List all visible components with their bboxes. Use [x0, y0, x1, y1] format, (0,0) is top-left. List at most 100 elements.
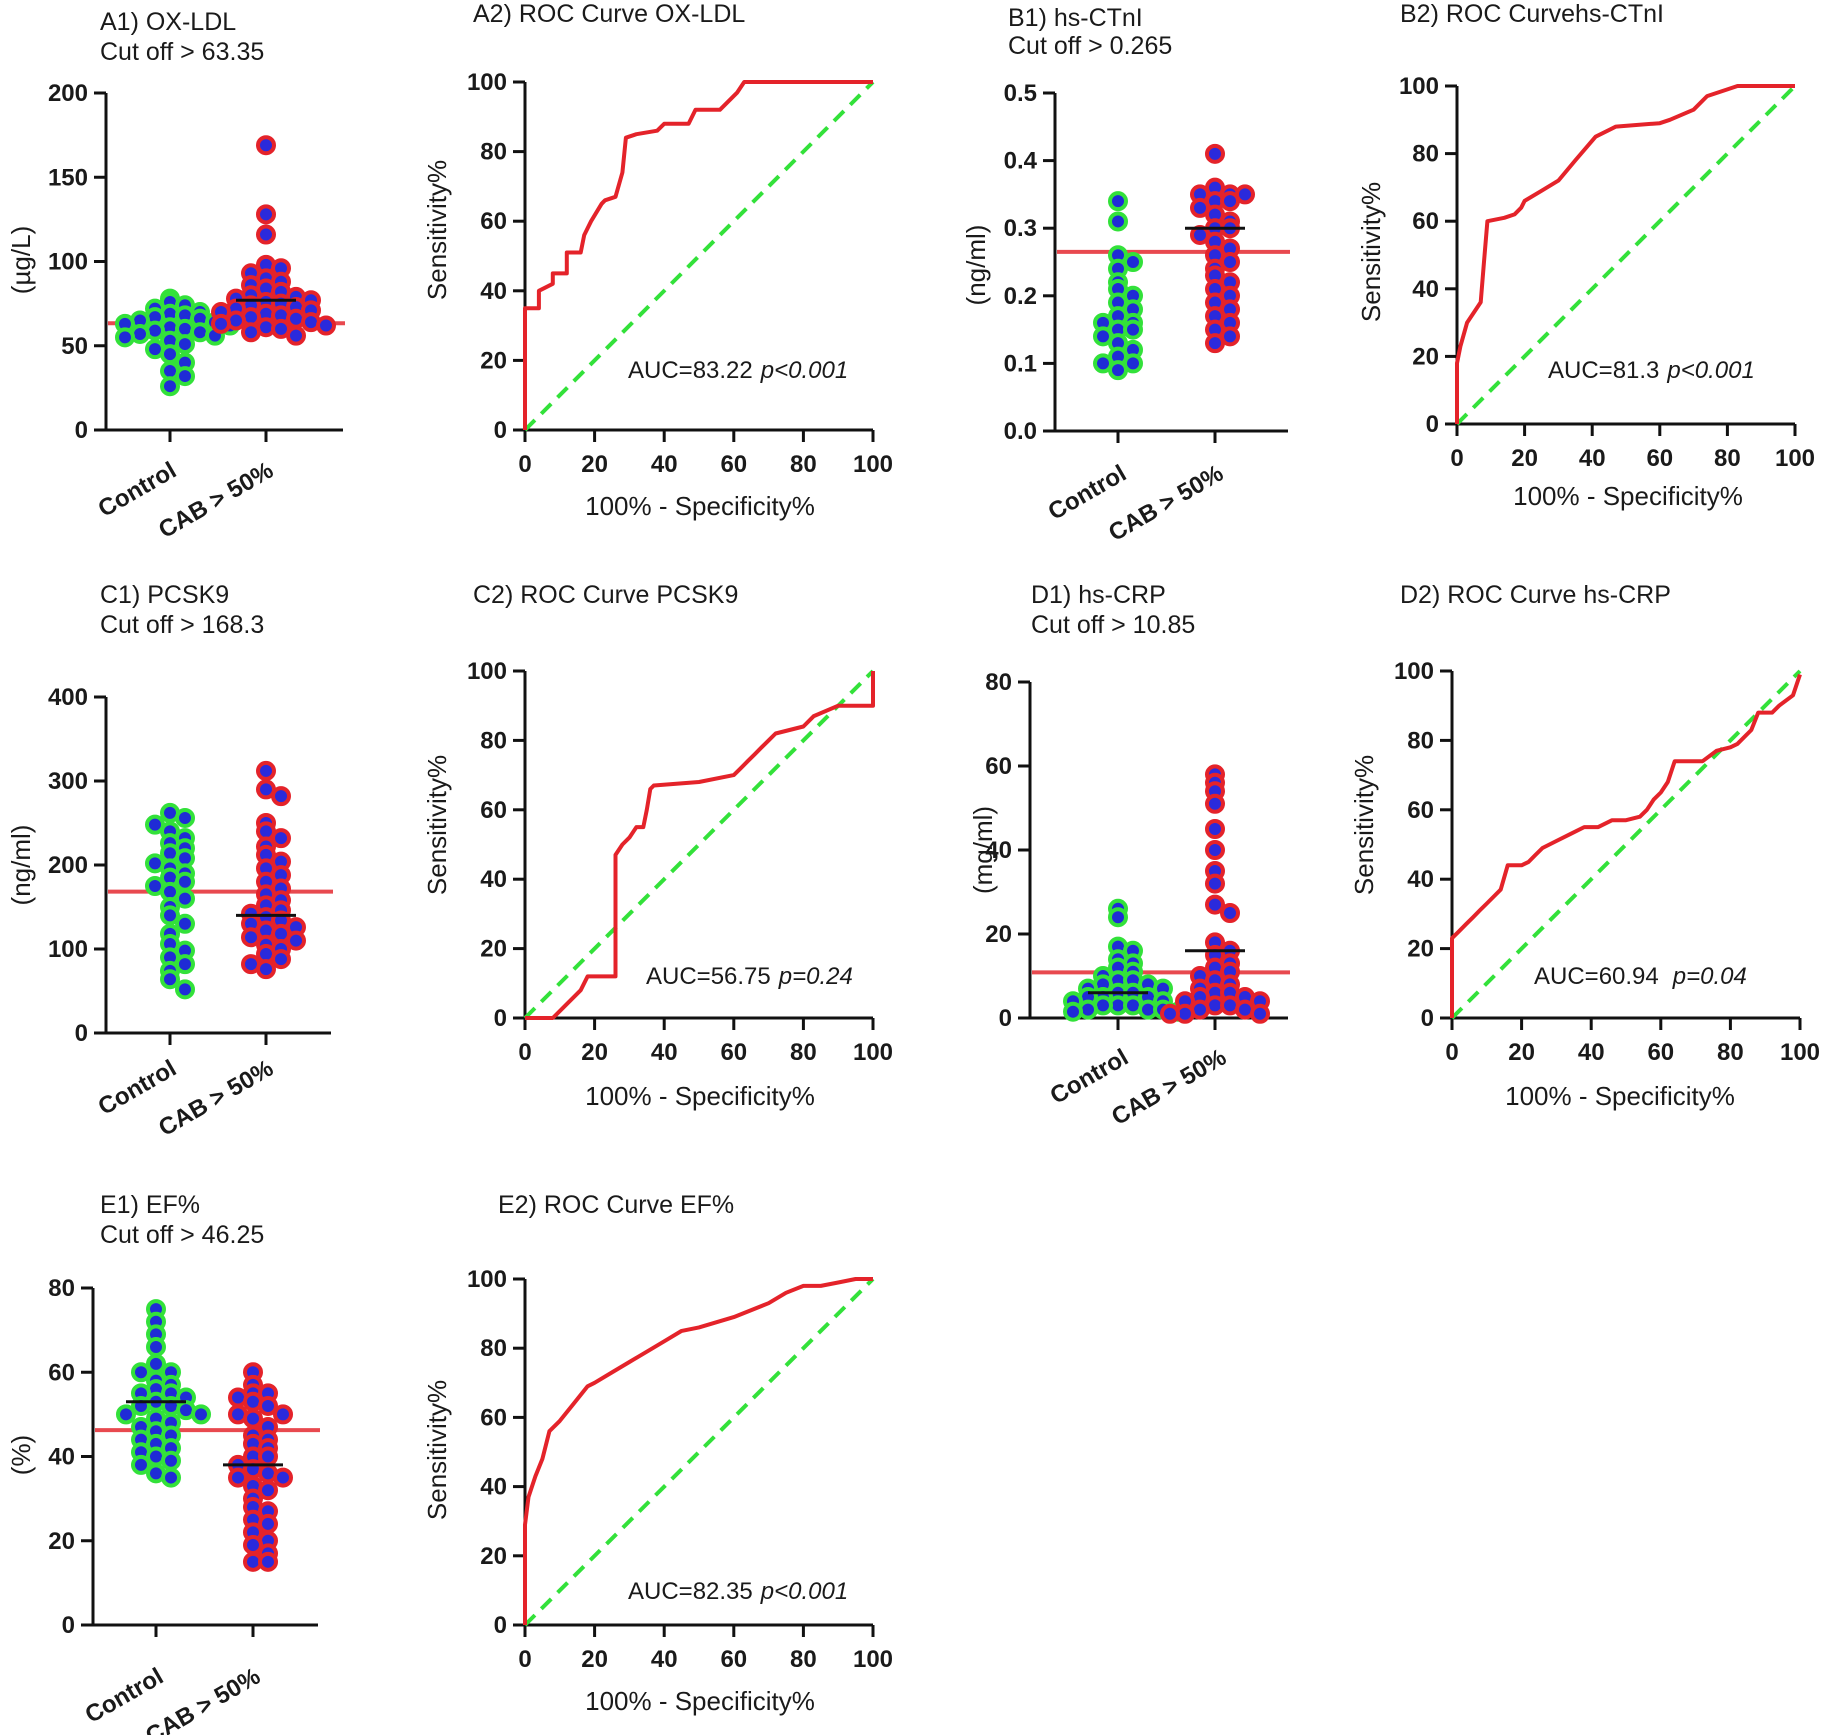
x-axis-label: 100% - Specificity%	[1505, 1081, 1735, 1111]
panel-d2: D2) ROC Curve hs-CRP Sensitivity% 100% -…	[1349, 581, 1820, 1111]
x-tick-label: 100	[853, 1646, 893, 1673]
y-axis-label: (µg/L)	[6, 226, 36, 294]
data-point	[175, 366, 195, 387]
y-tick-label: 20	[1407, 936, 1434, 963]
panel-a2: A2) ROC Curve OX-LDL Sensitivity% 100% -…	[422, 0, 893, 521]
data-point	[256, 760, 276, 781]
y-tick-label: 0.5	[1004, 80, 1037, 107]
y-tick-label: 300	[48, 768, 88, 795]
data-point	[256, 224, 276, 245]
y-tick-label: 60	[480, 208, 507, 235]
reference-diagonal	[1450, 669, 1802, 1020]
panel-title: E2) ROC Curve EF%	[498, 1191, 734, 1219]
panel-b1: B1) hs-CTnI Cut off > 0.265 (ng/ml) 0.0 0…	[961, 4, 1290, 547]
data-point	[256, 135, 276, 156]
y-tick-label: 80	[48, 1275, 75, 1302]
data-point	[258, 1446, 278, 1467]
auc-annotation: AUC=56.75 p=0.24	[646, 963, 853, 990]
data-point	[258, 1551, 278, 1572]
x-axis-label: 100% - Specificity%	[585, 1081, 815, 1111]
data-point	[241, 927, 261, 948]
y-tick-label: 100	[467, 69, 507, 96]
x-tick-label: 100	[853, 1039, 893, 1066]
panel-title: D2) ROC Curve hs-CRP	[1400, 581, 1671, 609]
y-axis-label: Sensitivity%	[422, 755, 452, 895]
x-tick-label: 80	[790, 451, 817, 478]
x-axis-label: 100% - Specificity%	[1513, 481, 1743, 511]
data-point	[271, 949, 291, 970]
x-tick-label: 60	[720, 451, 747, 478]
data-point	[1220, 191, 1240, 212]
y-tick-label: 40	[480, 866, 507, 893]
data-point	[160, 905, 180, 926]
x-tick-label: 60	[720, 1646, 747, 1673]
y-tick-label: 40	[48, 1444, 75, 1471]
auc-annotation: AUC=60.94 p=0.04	[1534, 963, 1747, 990]
x-tick-label: 0	[518, 1646, 531, 1673]
y-tick-label: 200	[48, 80, 88, 107]
y-tick-label: 60	[48, 1359, 75, 1386]
data-point	[316, 315, 336, 336]
y-tick-label: 0.0	[1004, 418, 1037, 445]
data-point	[175, 888, 195, 909]
y-tick-label: 0	[494, 1005, 507, 1032]
x-axis-label: 100% - Specificity%	[585, 491, 815, 521]
y-tick-label: 0	[1421, 1005, 1434, 1032]
data-point	[1205, 819, 1225, 839]
panel-a1: A1) OX-LDL Cut off > 63.35 (µg/L) 0 50 100…	[6, 8, 345, 544]
data-point	[1205, 793, 1225, 814]
y-tick-label: 100	[467, 658, 507, 685]
y-tick-label: 20	[480, 347, 507, 374]
data-point	[175, 807, 195, 828]
data-point	[1108, 191, 1128, 212]
y-tick-label: 40	[985, 837, 1012, 864]
data-point	[271, 828, 291, 849]
y-tick-label: 80	[480, 139, 507, 166]
y-tick-label: 0.3	[1004, 215, 1037, 242]
panel-title: B2) ROC Curvehs-CTnI	[1400, 0, 1664, 28]
auc-annotation: AUC=82.35 p<0.001	[628, 1578, 848, 1605]
y-tick-label: 0	[494, 417, 507, 444]
data-point	[1108, 907, 1128, 928]
y-tick-label: 0.2	[1004, 283, 1037, 310]
data-point	[1205, 840, 1225, 860]
y-tick-label: 20	[480, 936, 507, 963]
data-point	[161, 1467, 181, 1488]
x-tick-label: 0	[1450, 445, 1463, 472]
data-point	[1160, 1003, 1180, 1024]
roc-curve	[523, 80, 873, 430]
y-tick-label: 20	[985, 921, 1012, 948]
x-tick-label: 20	[1511, 445, 1538, 472]
data-point	[175, 334, 195, 355]
data-point	[273, 1404, 293, 1425]
y-axis-label: (%)	[6, 1435, 36, 1475]
x-tick-label: 20	[1508, 1039, 1535, 1066]
y-tick-label: 150	[48, 164, 88, 191]
panel-title: E1) EF%	[100, 1191, 200, 1219]
y-axis-label: (ng/ml)	[6, 825, 36, 906]
data-point	[115, 327, 135, 348]
y-tick-label: 60	[1407, 797, 1434, 824]
panel-e2: E2) ROC Curve EF% Sensitivity% 100% - Sp…	[422, 1191, 893, 1716]
reference-diagonal	[523, 669, 875, 1020]
x-tick-label: 0	[518, 451, 531, 478]
x-axis-label: 100% - Specificity%	[585, 1686, 815, 1716]
data-point	[1123, 319, 1143, 340]
roc-curve	[1450, 673, 1802, 1018]
data-point	[1063, 1001, 1083, 1022]
x-tick-label: 40	[1579, 445, 1606, 472]
x-tick-label: 0	[1445, 1039, 1458, 1066]
y-tick-label: 80	[1412, 141, 1439, 168]
data-point	[1205, 873, 1225, 894]
y-tick-label: 100	[1399, 73, 1439, 100]
data-point	[273, 1467, 293, 1488]
data-point	[1108, 211, 1128, 232]
data-point	[258, 1480, 278, 1501]
data-point	[211, 313, 231, 334]
y-axis-label: Sensitivity%	[422, 1380, 452, 1520]
roc-curve	[525, 671, 875, 1020]
y-tick-label: 80	[985, 669, 1012, 696]
y-tick-label: 400	[48, 684, 88, 711]
